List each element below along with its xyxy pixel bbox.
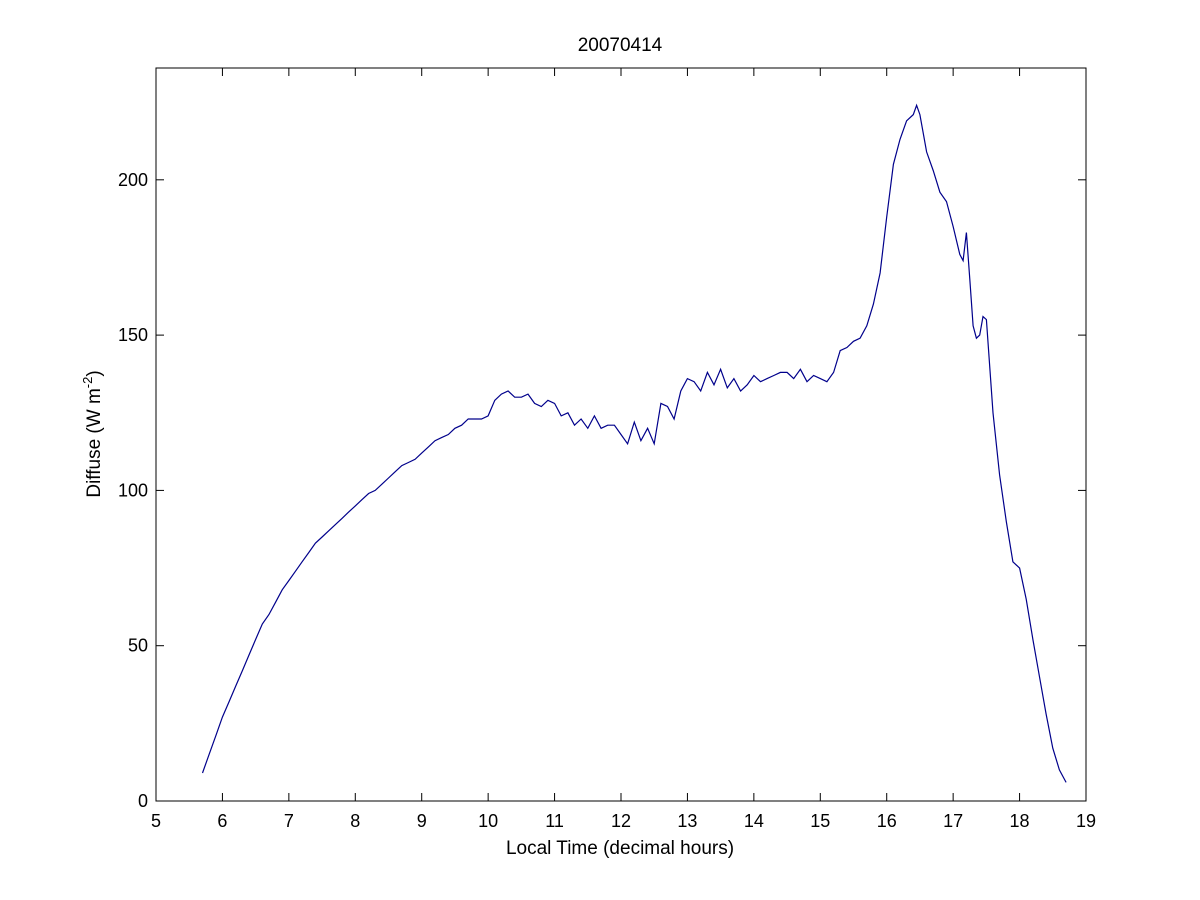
y-axis-label: Diffuse (W m-2) [80, 370, 105, 497]
x-tick-label: 5 [151, 811, 161, 831]
x-tick-label: 16 [877, 811, 897, 831]
x-tick-label: 11 [545, 811, 564, 831]
x-tick-label: 17 [943, 811, 963, 831]
x-tick-label: 18 [1010, 811, 1030, 831]
y-tick-label: 100 [118, 480, 148, 500]
y-tick-label: 50 [128, 636, 148, 656]
x-tick-label: 14 [744, 811, 764, 831]
plot-area: 5 6 7 8 9 10 11 12 13 14 15 16 17 18 19 0 50 100 150 200 [118, 67, 1096, 831]
x-tick-label: 7 [284, 811, 294, 831]
x-axis-label: Local Time (decimal hours) [506, 838, 734, 859]
y-tick-label: 0 [138, 791, 148, 811]
y-axis-label-main: Diffuse (W m [84, 388, 105, 497]
x-tick-label: 13 [677, 811, 697, 831]
x-tick-label: 12 [611, 811, 631, 831]
x-tick-label: 19 [1076, 811, 1096, 831]
y-axis-label-superscript: -2 [80, 377, 95, 389]
x-tick-label: 15 [810, 811, 830, 831]
x-tick-label: 6 [217, 811, 227, 831]
chart-title: 20070414 [578, 35, 663, 56]
y-tick-label: 200 [118, 170, 148, 190]
y-axis: 0 50 100 150 200 [118, 170, 1086, 811]
x-tick-label: 8 [350, 811, 360, 831]
x-tick-label: 9 [417, 811, 427, 831]
x-axis: 5 6 7 8 9 10 11 12 13 14 15 16 17 18 19 [151, 68, 1096, 831]
y-axis-label-suffix: ) [84, 370, 105, 376]
x-tick-label: 10 [478, 811, 498, 831]
y-tick-label: 150 [118, 325, 148, 345]
series-line [201, 103, 1067, 783]
